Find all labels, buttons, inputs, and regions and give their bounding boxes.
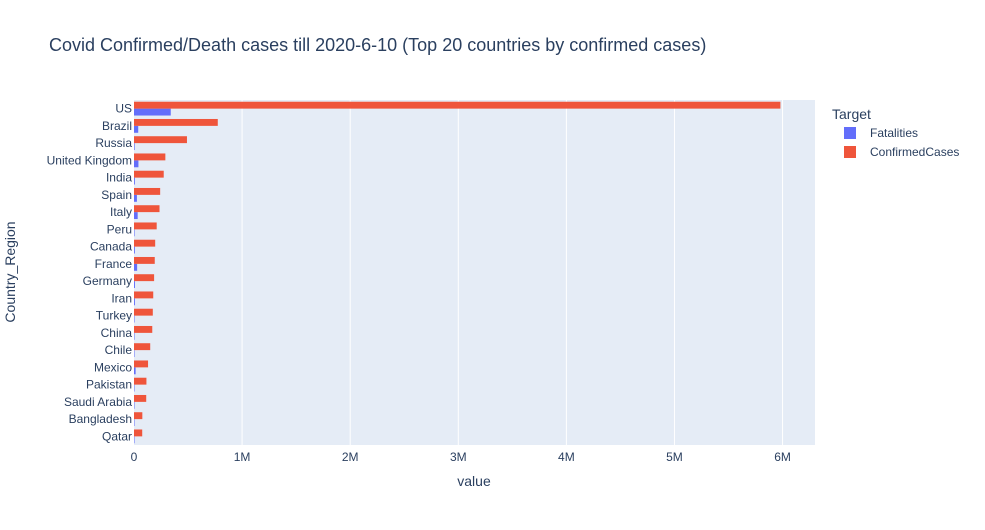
bar-fatalities-brazil [134,125,139,133]
y-tick-label: India [106,171,132,185]
chart-title: Covid Confirmed/Death cases till 2020-6-… [49,35,706,55]
bar-confirmedcases-iran [134,291,154,299]
x-tick-label: 3M [450,450,467,464]
bar-fatalities-germany [134,281,135,289]
y-tick-label: Pakistan [86,378,132,392]
bar-confirmedcases-canada [134,239,156,247]
legend-swatch-fatalities [844,127,856,139]
y-tick-label: France [95,257,133,271]
bar-confirmedcases-qatar [134,429,143,437]
y-tick-label: Turkey [96,309,132,323]
y-tick-label: US [115,102,132,116]
y-tick-label: China [101,326,133,340]
bar-fatalities-saudi-arabia [134,401,135,409]
x-tick-label: 6M [774,450,791,464]
bar-confirmedcases-chile [134,343,151,351]
bar-confirmedcases-turkey [134,308,153,316]
bar-fatalities-bangladesh [134,419,135,427]
x-axis-title: value [457,473,491,489]
y-tick-label: Mexico [94,360,132,374]
bar-confirmedcases-us [134,101,781,109]
legend-label-confirmedcases: ConfirmedCases [870,145,959,159]
bar-confirmedcases-peru [134,222,157,230]
bar-confirmedcases-france [134,256,155,264]
x-tick-label: 0 [131,450,138,464]
plot-background [134,100,815,445]
bar-fatalities-iran [134,298,135,306]
bar-confirmedcases-italy [134,205,160,213]
bars [134,101,781,444]
legend: Target Fatalities ConfirmedCases [832,106,959,159]
bar-confirmedcases-united-kingdom [134,153,166,161]
y-tick-label: Chile [105,343,133,357]
bar-confirmedcases-russia [134,136,187,144]
bar-confirmedcases-germany [134,274,155,282]
legend-swatch-confirmedcases [844,146,856,158]
x-tick-label: 5M [666,450,683,464]
bar-fatalities-mexico [134,367,136,375]
y-tick-label: Peru [107,222,132,236]
x-tick-label: 4M [558,450,575,464]
y-tick-labels: US Brazil Russia United Kingdom India Spain It… [47,102,133,444]
y-tick-label: Germany [83,274,132,288]
bar-confirmedcases-brazil [134,118,218,126]
bar-confirmedcases-mexico [134,360,149,368]
bar-fatalities-france [134,263,138,271]
bar-confirmedcases-china [134,325,153,333]
y-tick-label: United Kingdom [47,153,132,167]
y-tick-label: Bangladesh [69,412,132,426]
bar-confirmedcases-pakistan [134,377,147,385]
bar-fatalities-russia [134,143,135,151]
legend-label-fatalities: Fatalities [870,126,918,140]
y-tick-label: Italy [110,205,132,219]
y-tick-label: Iran [111,291,132,305]
bar-confirmedcases-india [134,170,164,178]
gridlines [241,100,784,445]
bar-confirmedcases-bangladesh [134,412,143,420]
bar-fatalities-united-kingdom [134,160,139,168]
y-tick-label: Saudi Arabia [64,395,132,409]
y-tick-label: Russia [95,136,132,150]
bar-fatalities-us [134,108,171,116]
bar-fatalities-peru [134,229,135,237]
legend-items: Fatalities ConfirmedCases [844,126,959,159]
bar-fatalities-turkey [134,315,135,323]
y-tick-label: Brazil [102,119,132,133]
x-tick-label: 1M [234,450,251,464]
bar-fatalities-qatar [134,436,135,444]
y-axis-title: Country_Region [2,221,18,322]
bar-fatalities-china [134,332,135,340]
x-tick-label: 2M [342,450,359,464]
bar-fatalities-pakistan [134,384,135,392]
x-tick-labels: 0 1M 2M 3M 4M 5M 6M [131,450,791,464]
bar-fatalities-spain [134,194,137,202]
bar-fatalities-italy [134,212,138,220]
y-tick-label: Qatar [102,429,132,443]
y-tick-label: Spain [101,188,132,202]
y-tick-label: Canada [90,240,132,254]
bar-fatalities-india [134,177,135,185]
legend-title: Target [832,106,871,122]
bar-confirmedcases-saudi-arabia [134,394,147,402]
bar-fatalities-canada [134,246,135,254]
bar-confirmedcases-spain [134,187,161,195]
bar-fatalities-chile [134,350,135,358]
